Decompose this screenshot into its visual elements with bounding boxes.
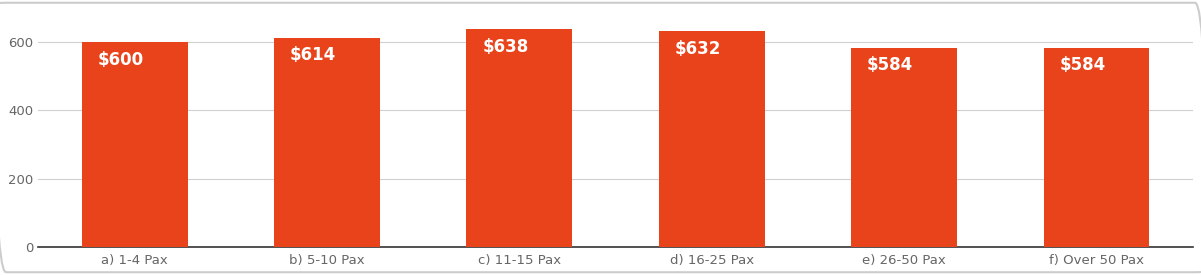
Text: $600: $600 [97, 51, 144, 69]
Bar [82, 42, 187, 247]
Bar [1044, 48, 1149, 247]
Text: $614: $614 [289, 46, 336, 64]
Bar [274, 38, 380, 247]
Bar [659, 32, 765, 247]
Text: $632: $632 [675, 40, 721, 58]
Bar [852, 48, 957, 247]
Text: $584: $584 [867, 56, 913, 74]
Text: $584: $584 [1059, 56, 1106, 74]
Bar [466, 29, 572, 247]
Text: $638: $638 [483, 38, 528, 56]
